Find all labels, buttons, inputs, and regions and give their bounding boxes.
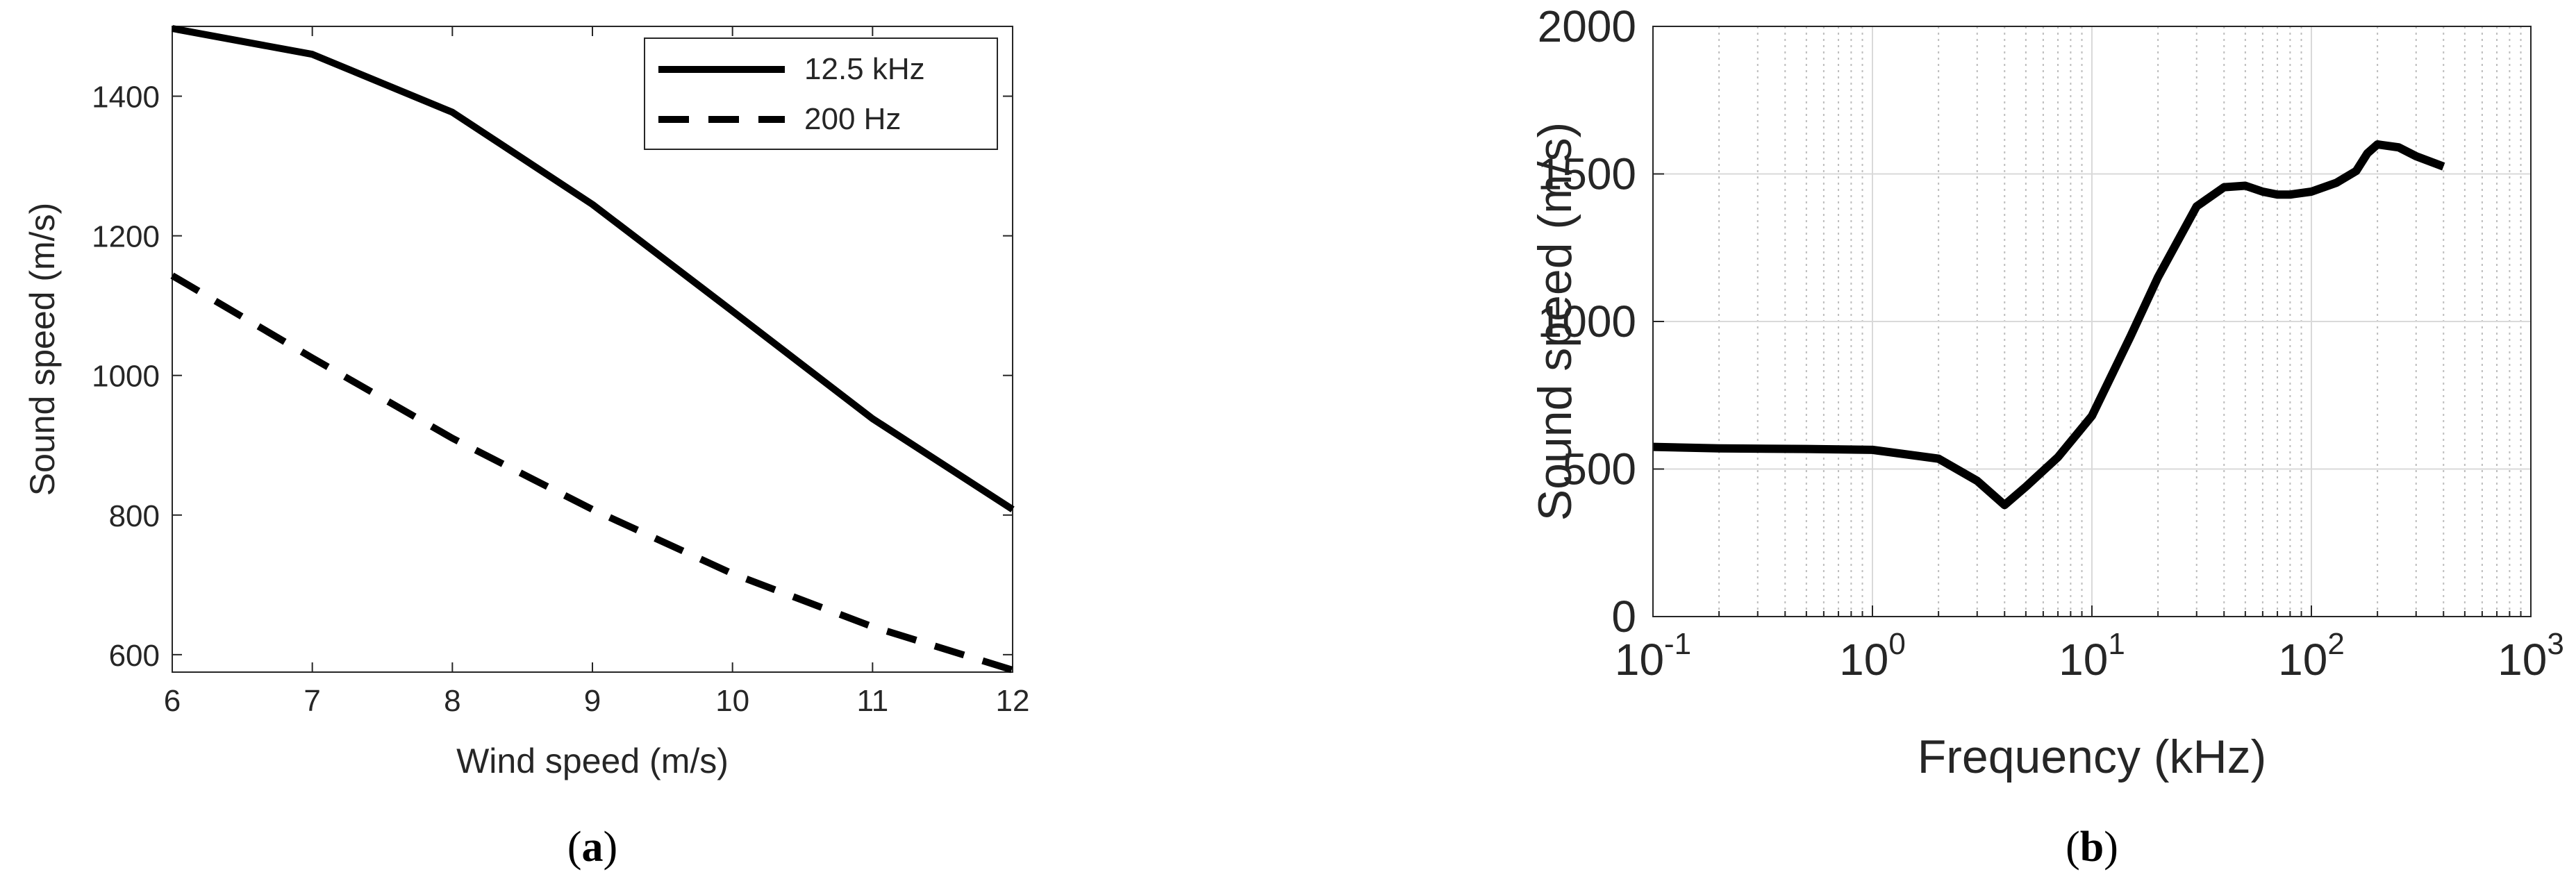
y-tick-label-a: 1000	[92, 360, 160, 394]
plot-frame-b	[1652, 26, 2532, 617]
y-axis-label-b: Sound speed (m/s)	[1529, 122, 1581, 521]
x-tick-label-b-base: 10	[2278, 635, 2327, 685]
x-axis-label-a: Wind speed (m/s)	[456, 742, 729, 780]
series-line-a-1	[170, 272, 1014, 674]
x-tick-label-b-base: 10	[1615, 635, 1664, 685]
series-a	[170, 25, 1015, 674]
x-tick-label-b-exp: 0	[1888, 627, 1905, 661]
legend-label-200hz: 200 Hz	[804, 102, 901, 136]
x-tick-label-b-exp: 1	[2108, 627, 2125, 661]
x-tick-label-b-exp: 2	[2327, 627, 2344, 661]
x-tick-label-a: 10	[715, 684, 749, 718]
panel-label-a-letter: a	[582, 823, 604, 871]
y-tick-label-a: 800	[109, 499, 160, 533]
legend-a: 12.5 kHz 200 Hz	[644, 37, 998, 150]
x-tick-label-a: 11	[856, 684, 888, 718]
y-tick-label-b: 500	[1562, 444, 1636, 494]
x-tick-label-b-base: 10	[2059, 635, 2108, 685]
y-axis-label-a: Sound speed (m/s)	[23, 203, 62, 496]
series-b	[1652, 140, 2445, 510]
x-tick-label-b: 102	[2278, 627, 2345, 685]
x-tick-label-a: 8	[444, 684, 460, 718]
panel-label-b-letter: b	[2080, 823, 2104, 871]
series-line-b-0	[1652, 140, 2445, 510]
x-tick-label-b: 103	[2498, 627, 2564, 685]
panel-label-b: (b)	[2066, 823, 2118, 871]
x-tick-label-b-exp: -1	[1664, 627, 1691, 661]
y-tick-label-b: 0	[1611, 592, 1636, 642]
x-tick-label-b-base: 10	[2498, 635, 2547, 685]
x-tick-label-a: 12	[996, 684, 1030, 718]
panel-label-a: (a)	[567, 823, 617, 871]
chart-panel-a: 6 7 8 9 10 11 12 600 800 1000 1200 1400 12.5 kHz 20…	[23, 25, 1029, 871]
y-tick-label-b: 2000	[1538, 1, 1636, 51]
y-tick-label-a: 1400	[92, 81, 160, 115]
x-tick-label-a: 7	[304, 684, 320, 718]
y-tick-label-a: 1200	[92, 220, 160, 254]
x-axis-label-b: Frequency (kHz)	[1918, 730, 2267, 783]
y-tick-label-b: 1000	[1538, 296, 1636, 346]
x-tick-label-b: 100	[1839, 627, 1906, 685]
x-tick-label-a: 6	[164, 684, 181, 718]
legend-box	[644, 37, 998, 150]
series-line-a-0	[172, 25, 1015, 512]
x-tick-label-b: 10-1	[1615, 627, 1691, 685]
x-tick-label-b-base: 10	[1839, 635, 1888, 685]
x-tick-label-b-exp: 3	[2547, 627, 2563, 661]
x-tick-label-a: 9	[584, 684, 601, 718]
ticks-a: 6 7 8 9 10 11 12 600 800 1000 1200 1400	[92, 26, 1029, 718]
y-tick-label-a: 600	[109, 639, 160, 673]
x-tick-label-b: 101	[2059, 627, 2125, 685]
y-tick-label-b: 1500	[1538, 149, 1636, 199]
legend-label-12-5khz: 12.5 kHz	[804, 52, 925, 86]
